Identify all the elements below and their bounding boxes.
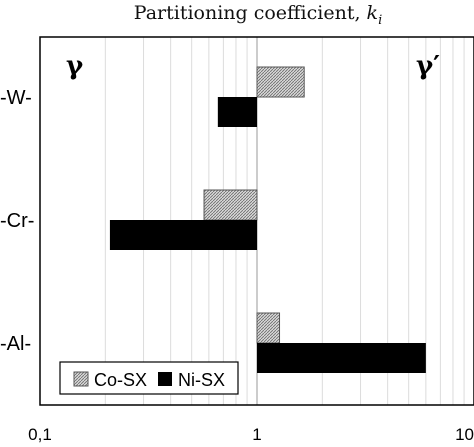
bar-ni-sx-1 bbox=[109, 220, 257, 250]
legend-box bbox=[59, 361, 239, 395]
bar-co-sx-1 bbox=[203, 189, 258, 221]
plot-frame bbox=[39, 36, 474, 406]
bar-ni-sx-0 bbox=[217, 97, 257, 127]
title-text: Partitioning coefficient, bbox=[134, 2, 367, 24]
category-label-0: -W- bbox=[0, 87, 32, 109]
legend-swatch-co-sx bbox=[73, 371, 89, 387]
legend-label-co-sx: Co-SX bbox=[94, 370, 147, 390]
chart-title: Partitioning coefficient, ki bbox=[134, 2, 382, 28]
legend-swatch-ni-sx bbox=[158, 372, 172, 386]
category-labels: -W- -Cr- -Al- bbox=[0, 87, 34, 355]
bar-ni-sx-2 bbox=[257, 343, 426, 373]
region-label-gamma-prime: γ′ bbox=[416, 51, 440, 81]
region-label-gamma: γ bbox=[66, 51, 84, 81]
legend: Co-SX Ni-SX bbox=[59, 361, 239, 395]
title-variable: k bbox=[367, 2, 379, 24]
title-subscript: i bbox=[378, 13, 382, 28]
bar-co-sx-0 bbox=[256, 66, 305, 98]
bar-co-sx-2 bbox=[256, 312, 281, 344]
bars-group bbox=[109, 66, 426, 373]
category-label-2: -Al- bbox=[0, 333, 31, 355]
x-tick-label-0: 0,1 bbox=[28, 425, 52, 444]
legend-label-ni-sx: Ni-SX bbox=[178, 370, 225, 390]
x-tick-label-1: 1 bbox=[252, 425, 261, 444]
x-tick-labels: 0,1 1 10 bbox=[28, 425, 474, 444]
category-label-1: -Cr- bbox=[0, 210, 34, 232]
x-tick-label-2: 10 bbox=[455, 425, 474, 444]
